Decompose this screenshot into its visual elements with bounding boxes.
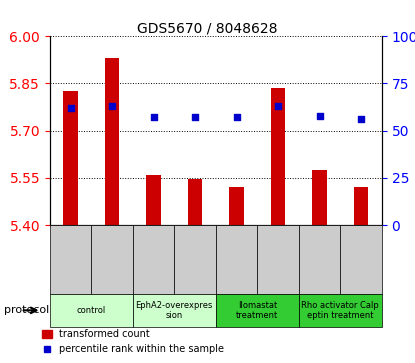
Point: [358, 117, 364, 122]
Bar: [271, 88, 285, 225]
Point: [150, 115, 157, 121]
Point: [109, 103, 115, 109]
Point: [192, 115, 198, 121]
Text: protocol: protocol: [4, 305, 49, 315]
Bar: [63, 91, 78, 225]
Point: [67, 105, 74, 111]
Point: [275, 103, 281, 109]
Bar: [146, 175, 161, 225]
Bar: [105, 58, 120, 225]
Text: EphA2-overexpres
sion: EphA2-overexpres sion: [136, 301, 213, 320]
Bar: [188, 179, 203, 225]
Text: GDS5670 / 8048628: GDS5670 / 8048628: [137, 22, 278, 36]
Bar: [312, 170, 327, 225]
Text: Ilomastat
treatment: Ilomastat treatment: [236, 301, 278, 320]
Text: Rho activator Calp
eptin treatment: Rho activator Calp eptin treatment: [301, 301, 379, 320]
Bar: [229, 187, 244, 225]
Bar: [354, 187, 369, 225]
Point: [233, 115, 240, 121]
Legend: transformed count, percentile rank within the sample: transformed count, percentile rank withi…: [38, 326, 228, 358]
Point: [316, 113, 323, 118]
Text: control: control: [77, 306, 106, 315]
